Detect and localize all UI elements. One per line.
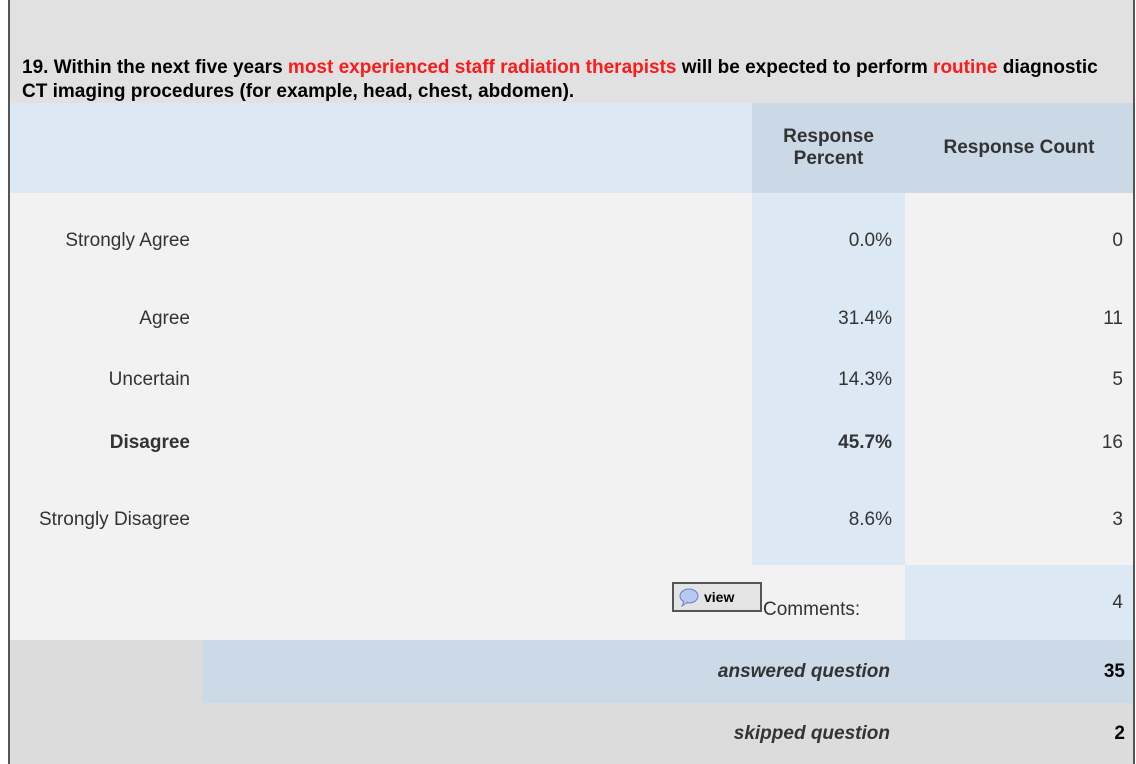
count-column xyxy=(905,193,1133,565)
row-count: 0 xyxy=(1112,229,1123,251)
percent-column xyxy=(752,193,905,565)
skipped-count: 2 xyxy=(1114,722,1125,744)
question-band xyxy=(10,0,1133,103)
row-percent: 31.4% xyxy=(838,308,892,329)
row-percent: 0.0% xyxy=(848,229,892,251)
view-button[interactable]: view xyxy=(672,582,762,612)
header-cells xyxy=(752,103,1133,193)
row-count: 11 xyxy=(1103,308,1123,329)
border xyxy=(8,0,10,764)
row-count: 3 xyxy=(1112,509,1123,530)
row-label: Agree xyxy=(139,308,190,329)
row-count: 5 xyxy=(1112,369,1123,390)
row-label: Disagree xyxy=(109,431,190,453)
question-segment: will be expected to perform xyxy=(676,57,934,78)
question-text: 19. Within the next five years most expe… xyxy=(22,56,1112,104)
comments-count-cell xyxy=(905,565,1133,640)
comment-icon xyxy=(679,588,699,607)
row-label: Uncertain xyxy=(108,369,190,390)
row-count: 16 xyxy=(1101,431,1123,453)
comments-label: Comments: xyxy=(763,599,861,620)
row-label: Strongly Disagree xyxy=(38,509,190,530)
comments-cell xyxy=(752,565,905,640)
question-segment: 19. Within the next five years xyxy=(22,57,288,78)
answered-label: answered question xyxy=(717,660,890,682)
comments-count: 4 xyxy=(1112,591,1123,613)
view-label: view xyxy=(704,589,735,605)
row-label: Strongly Agree xyxy=(65,229,190,251)
header-count: Response Count xyxy=(943,137,1095,158)
header-percent: Response Percent xyxy=(783,126,874,169)
header-band xyxy=(10,103,752,193)
border xyxy=(1133,0,1135,764)
rows-band xyxy=(10,193,752,640)
row-percent: 45.7% xyxy=(838,431,892,453)
skipped-label: skipped question xyxy=(733,722,890,744)
row-percent: 8.6% xyxy=(848,509,892,530)
question-segment: routine xyxy=(933,57,998,78)
question-segment: diagnostic CT imaging procedures (for ex… xyxy=(22,57,1098,102)
answered-band xyxy=(202,640,1133,703)
answered-count: 35 xyxy=(1103,660,1125,682)
row-percent: 14.3% xyxy=(838,369,892,390)
question-segment: most experienced staff radiation therapi… xyxy=(287,57,677,78)
